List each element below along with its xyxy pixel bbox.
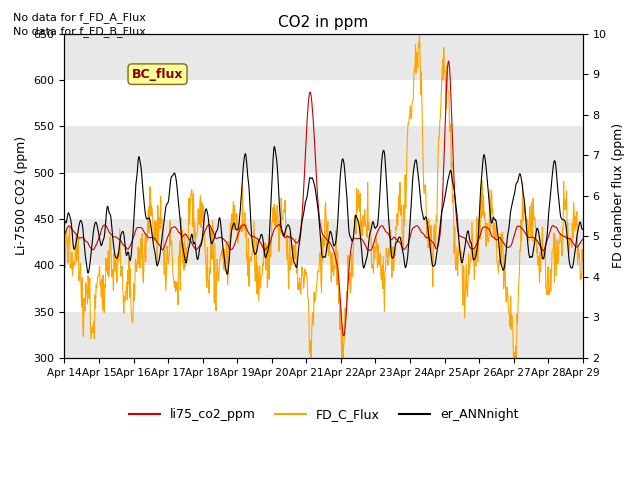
Y-axis label: FD chamber flux (ppm): FD chamber flux (ppm) <box>612 123 625 268</box>
Bar <box>65 312 583 358</box>
Text: BC_flux: BC_flux <box>132 68 183 81</box>
Bar <box>65 126 583 173</box>
Bar <box>65 219 583 265</box>
Text: No data for f_FD_A_Flux: No data for f_FD_A_Flux <box>13 12 146 23</box>
Y-axis label: Li-7500 CO2 (ppm): Li-7500 CO2 (ppm) <box>15 136 28 255</box>
Bar <box>65 34 583 80</box>
Text: No data for f_FD_B_Flux: No data for f_FD_B_Flux <box>13 26 146 37</box>
Legend: li75_co2_ppm, FD_C_Flux, er_ANNnight: li75_co2_ppm, FD_C_Flux, er_ANNnight <box>124 403 524 426</box>
Title: CO2 in ppm: CO2 in ppm <box>278 15 369 30</box>
